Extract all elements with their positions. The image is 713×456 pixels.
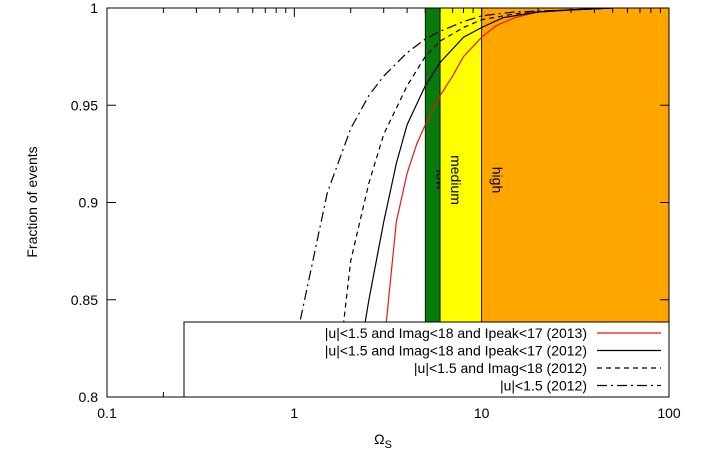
x-axis-title: ΩS (374, 431, 392, 451)
y-tick-label: 0.9 (79, 195, 99, 211)
legend: |u|<1.5 and Imag<18 and Ipeak<17 (2013) |… (183, 321, 670, 398)
legend-entry-label: |u|<1.5 and Imag<18 and Ipeak<17 (2012) (325, 343, 587, 359)
legend-entry-label: |u|<1.5 and Imag<18 (2012) (414, 360, 587, 376)
legend-entry-label: |u|<1.5 (2012) (500, 378, 587, 394)
y-tick-label: 0.95 (71, 97, 98, 113)
x-tick-label: 100 (657, 405, 681, 421)
legend-box (183, 321, 670, 398)
series-line-4 (280, 8, 613, 397)
series-line-1 (376, 8, 613, 397)
legend-entry-label: |u|<1.5 and Imag<18 and Ipeak<17 (2013) (325, 325, 587, 341)
region-label-medium: medium (448, 155, 464, 205)
y-tick-label: 0.85 (71, 292, 98, 308)
y-axis-label: Fraction of events (24, 146, 40, 257)
x-tick-label: 10 (474, 405, 490, 421)
x-tick-label: 1 (290, 405, 298, 421)
svg-text:ΩS: ΩS (374, 431, 392, 451)
y-tick-label: 1 (90, 0, 98, 16)
y-tick-label: 0.8 (79, 389, 99, 405)
x-axis-label: Ω (374, 431, 384, 447)
region-label-high: high (490, 167, 506, 193)
x-tick-label: 0.1 (97, 405, 117, 421)
x-axis-label-subscript: S (385, 439, 392, 451)
